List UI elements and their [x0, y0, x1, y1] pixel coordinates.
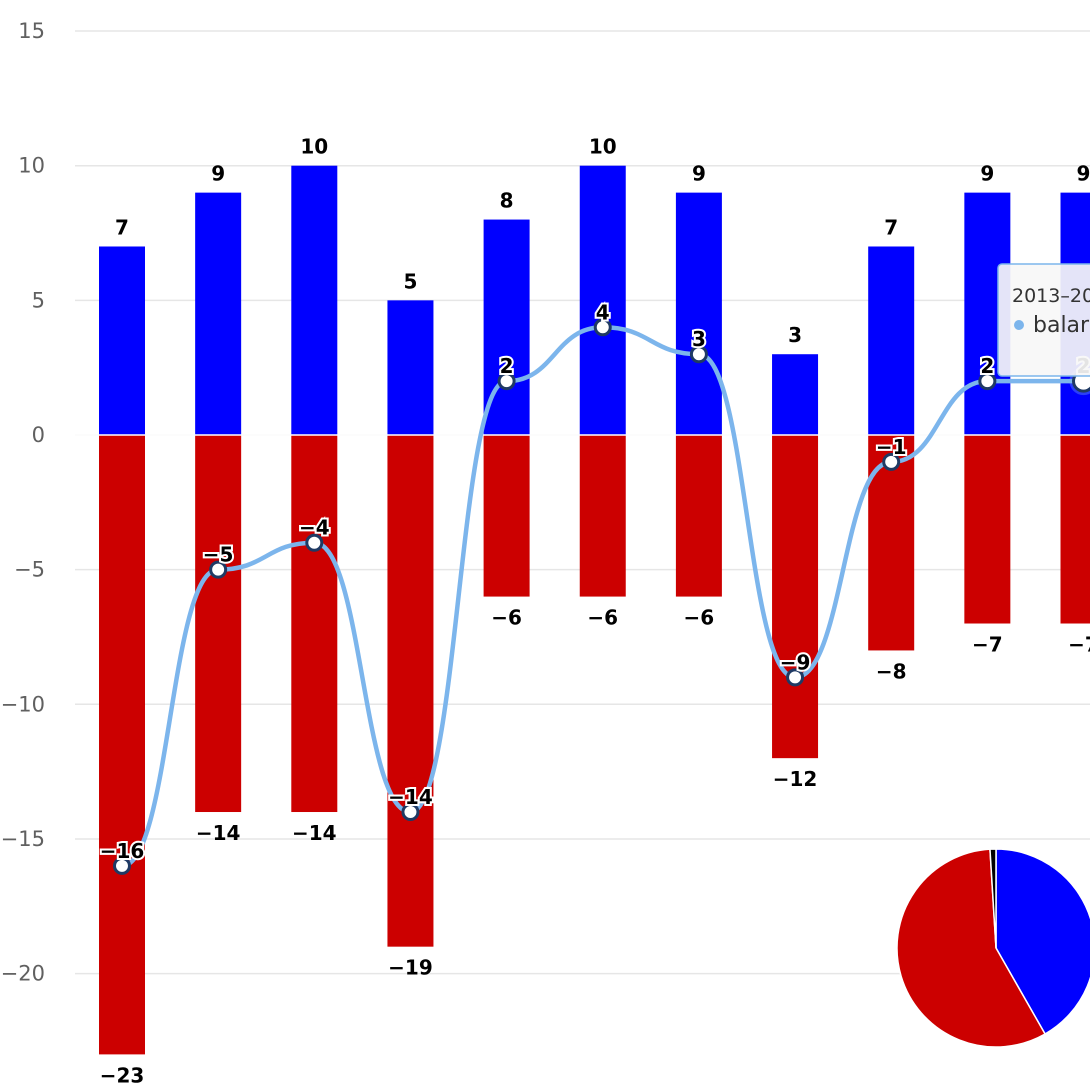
- bar-data-label: 7: [884, 215, 898, 239]
- pie-slice[interactable]: [896, 848, 1047, 1048]
- bar-data-label: −23: [100, 1063, 145, 1086]
- balance-data-label: −16: [100, 839, 145, 863]
- balance-spline: [119, 325, 1086, 869]
- positive-bar[interactable]: [772, 354, 819, 435]
- positive-bar[interactable]: [99, 246, 145, 435]
- bar-data-label: −7: [1068, 633, 1090, 657]
- balance-point[interactable]: [305, 533, 324, 552]
- bar-data-label: 7: [115, 215, 129, 239]
- balance-point[interactable]: [113, 856, 131, 875]
- bar-data-label: 5: [403, 269, 417, 293]
- tooltip-header: 2013–20: [1012, 285, 1090, 307]
- balance-point[interactable]: [593, 318, 612, 337]
- balance-point[interactable]: [882, 452, 901, 471]
- balance-point[interactable]: [497, 372, 516, 391]
- bar-data-label: 9: [692, 162, 706, 186]
- bar-data-label: −7: [972, 633, 1003, 657]
- tooltip-series-name: balar: [1033, 313, 1090, 338]
- bar-data-label: −8: [876, 659, 907, 683]
- y-axis-tick-labels: 15 10 5 0 −5 −10 −15 −20: [1, 19, 45, 986]
- y-tick-label: −5: [14, 558, 45, 582]
- positive-bar[interactable]: [868, 246, 915, 435]
- bar-data-label: 10: [589, 135, 617, 159]
- positive-bar[interactable]: [579, 165, 626, 435]
- tooltip-box: [997, 263, 1090, 377]
- balance-data-label: 3: [692, 327, 706, 351]
- balance-point[interactable]: [401, 803, 420, 822]
- balance-point[interactable]: [689, 345, 708, 364]
- negative-bar[interactable]: [291, 435, 338, 813]
- bar-data-label: 9: [980, 162, 994, 186]
- bar-data-label: 9: [211, 162, 225, 186]
- bar-data-label: 10: [300, 135, 328, 159]
- balance-data-label: −14: [388, 785, 433, 809]
- negative-bar[interactable]: [99, 435, 145, 1055]
- positive-bar[interactable]: [195, 192, 242, 435]
- bars: [75, 165, 1090, 1055]
- balance-point[interactable]: [786, 668, 805, 687]
- positive-bar[interactable]: [387, 300, 434, 435]
- positive-bar[interactable]: [675, 192, 722, 435]
- y-tick-label: −15: [1, 827, 45, 851]
- bar-data-label: −14: [292, 821, 337, 845]
- balance-data-label: −4: [299, 516, 330, 540]
- negative-bar[interactable]: [195, 435, 242, 813]
- y-tick-label: 10: [18, 154, 45, 178]
- balance-data-label: −5: [203, 543, 234, 567]
- bar-data-label: 8: [500, 189, 514, 213]
- negative-bar[interactable]: [1060, 435, 1090, 624]
- balance-data-label: −9: [780, 650, 811, 674]
- negative-bar[interactable]: [675, 435, 722, 597]
- bar-data-label: −6: [491, 606, 522, 630]
- bar-data-label: −12: [773, 767, 818, 791]
- positive-bar[interactable]: [291, 165, 338, 435]
- balance-data-label: 2: [500, 354, 514, 378]
- balance-data-label: 2: [980, 354, 994, 378]
- bar-data-label: 3: [788, 323, 802, 347]
- y-tick-label: 15: [18, 19, 45, 43]
- negative-bar[interactable]: [483, 435, 530, 597]
- y-tick-label: −20: [1, 962, 45, 986]
- balance-point[interactable]: [978, 372, 997, 391]
- negative-bar[interactable]: [772, 435, 819, 759]
- y-tick-label: 5: [32, 288, 45, 312]
- bar-data-label: −6: [587, 606, 618, 630]
- negative-bar[interactable]: [579, 435, 626, 597]
- tooltip: 2013–20 balar: [997, 263, 1090, 377]
- pie-chart: [896, 848, 1090, 1048]
- pie-slice[interactable]: [989, 848, 997, 949]
- bar-data-label: −6: [684, 606, 715, 630]
- y-tick-label: 0: [32, 423, 45, 447]
- balance-point[interactable]: [209, 560, 228, 579]
- bar-data-label: 9: [1077, 162, 1090, 186]
- tooltip-series-marker: [1014, 320, 1024, 330]
- balance-data-label: −1: [876, 435, 907, 459]
- y-tick-label: −10: [1, 692, 45, 716]
- bar-data-label: −14: [196, 821, 241, 845]
- negative-bar[interactable]: [387, 435, 434, 947]
- negative-bar[interactable]: [964, 435, 1011, 624]
- bar-data-label: −19: [388, 956, 433, 980]
- balance-line: [113, 318, 1090, 875]
- balance-data-label: 4: [596, 300, 610, 324]
